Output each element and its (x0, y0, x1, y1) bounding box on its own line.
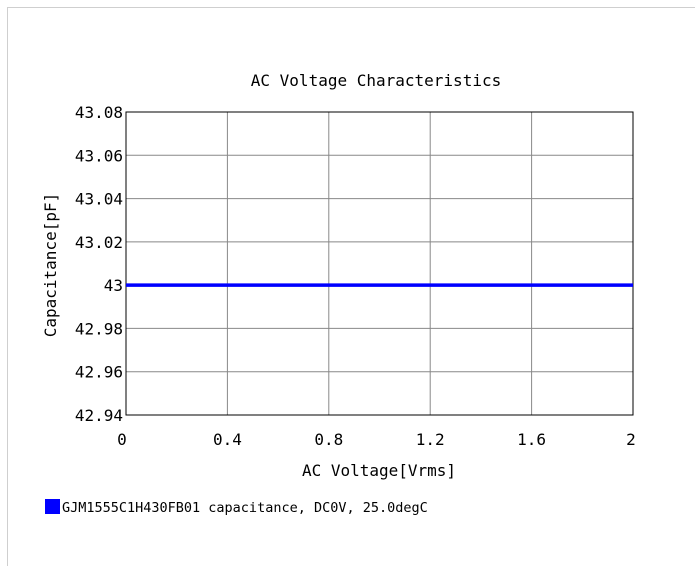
plot-area (125, 111, 634, 416)
legend-swatch (45, 499, 60, 514)
y-tick-label: 42.98 (75, 319, 123, 338)
x-tick-label: 2 (626, 430, 636, 449)
legend-label: GJM1555C1H430FB01 capacitance, DC0V, 25.… (62, 500, 428, 516)
grid (126, 112, 633, 415)
legend: GJM1555C1H430FB01 capacitance, DC0V, 25.… (45, 499, 428, 516)
x-tick-label: 0 (117, 430, 127, 449)
y-tick-label: 43.04 (75, 190, 123, 209)
x-tick-label: 1.2 (416, 430, 445, 449)
y-tick-label: 43.08 (75, 103, 123, 122)
chart-title: AC Voltage Characteristics (251, 71, 501, 90)
y-tick-label: 43.02 (75, 233, 123, 252)
x-tick-label: 0.4 (213, 430, 242, 449)
y-axis-label: Capacitance[pF] (41, 193, 60, 338)
y-tick-label: 42.96 (75, 363, 123, 382)
x-axis: 0 0.4 0.8 1.2 1.6 2 (117, 430, 636, 449)
x-tick-label: 1.6 (517, 430, 546, 449)
y-tick-label: 43.06 (75, 146, 123, 165)
y-tick-label: 42.94 (75, 406, 123, 425)
y-axis: 42.94 42.96 42.98 43 43.02 43.04 43.06 43.08 (75, 103, 123, 425)
x-axis-label: AC Voltage[Vrms] (302, 461, 456, 480)
y-tick-label: 43 (104, 276, 123, 295)
x-tick-label: 0.8 (314, 430, 343, 449)
